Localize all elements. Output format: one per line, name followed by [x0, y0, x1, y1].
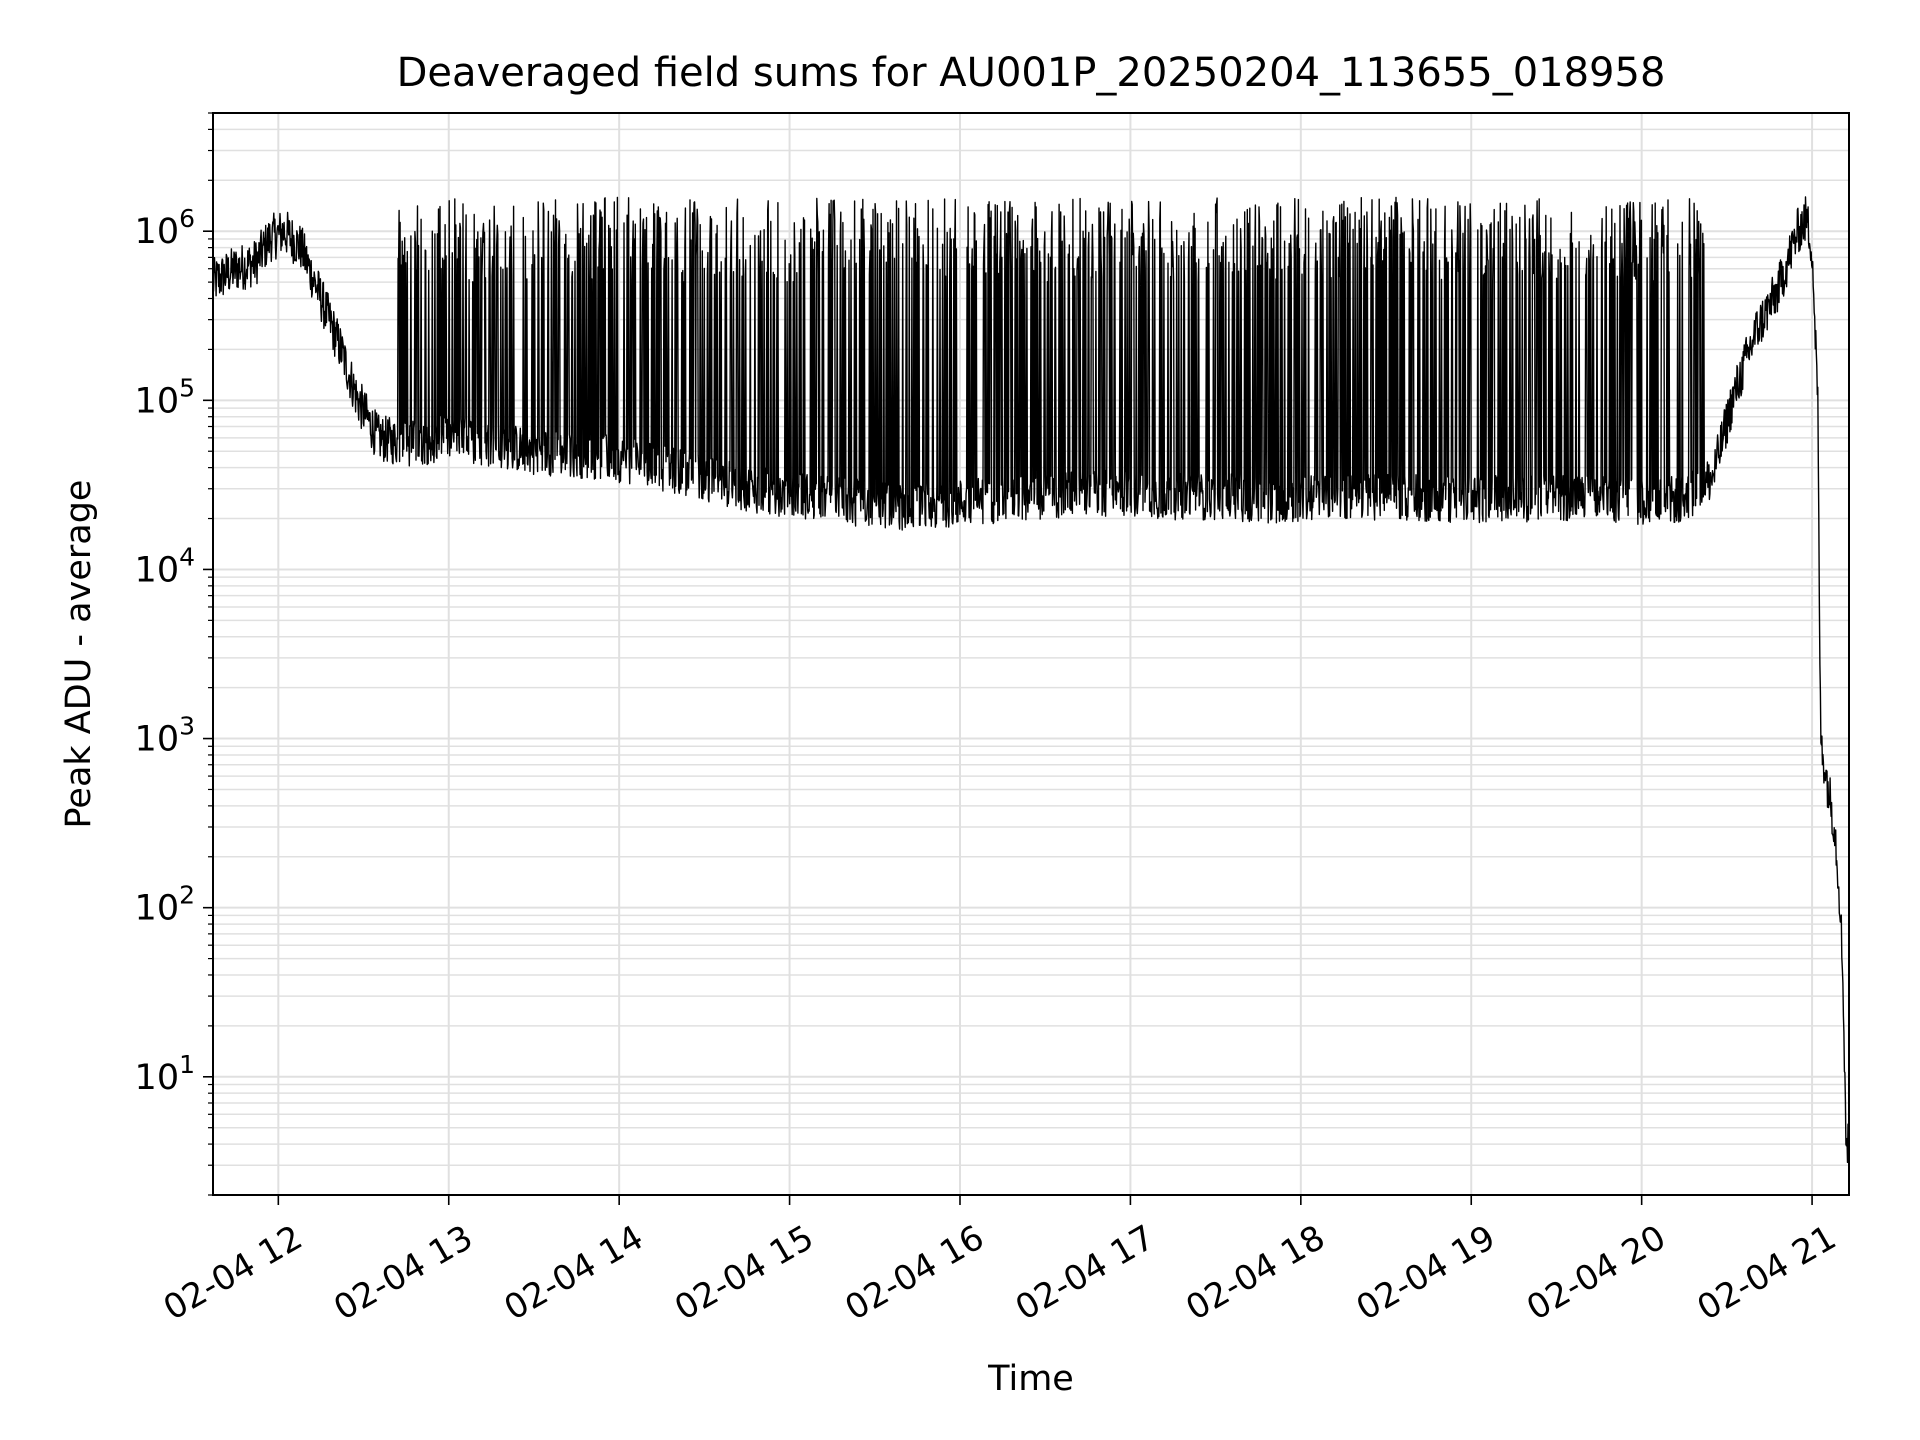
y-tick-label: 106: [135, 204, 195, 252]
y-tick-label: 102: [135, 881, 195, 929]
y-tick-label-exponent: 3: [179, 712, 195, 741]
y-tick-label-base: 10: [135, 381, 180, 421]
y-tick-label-exponent: 4: [179, 542, 195, 571]
series-line: [212, 196, 1850, 1164]
y-tick-label-base: 10: [135, 550, 180, 590]
y-tick-label-exponent: 2: [179, 881, 195, 910]
y-tick-label: 103: [135, 712, 195, 760]
y-tick-label-exponent: 6: [179, 204, 195, 233]
y-tick-label-exponent: 5: [179, 373, 195, 402]
y-tick-label: 101: [135, 1050, 195, 1098]
y-tick-label-base: 10: [135, 212, 180, 252]
y-tick-label-base: 10: [135, 1058, 180, 1098]
y-tick-label: 105: [135, 373, 195, 421]
series-line-group: [212, 196, 1850, 1164]
y-tick-label: 104: [135, 542, 195, 590]
y-tick-label-base: 10: [135, 889, 180, 929]
y-tick-label-base: 10: [135, 720, 180, 760]
y-tick-label-exponent: 1: [179, 1050, 195, 1079]
x-axis-label: Time: [987, 1359, 1074, 1399]
axis-ticks: [203, 112, 1813, 1205]
y-axis-label: Peak ADU - average: [59, 480, 99, 829]
plot-frame: [212, 112, 1850, 1196]
chart-title: Deaveraged field sums for AU001P_2025020…: [397, 50, 1666, 96]
